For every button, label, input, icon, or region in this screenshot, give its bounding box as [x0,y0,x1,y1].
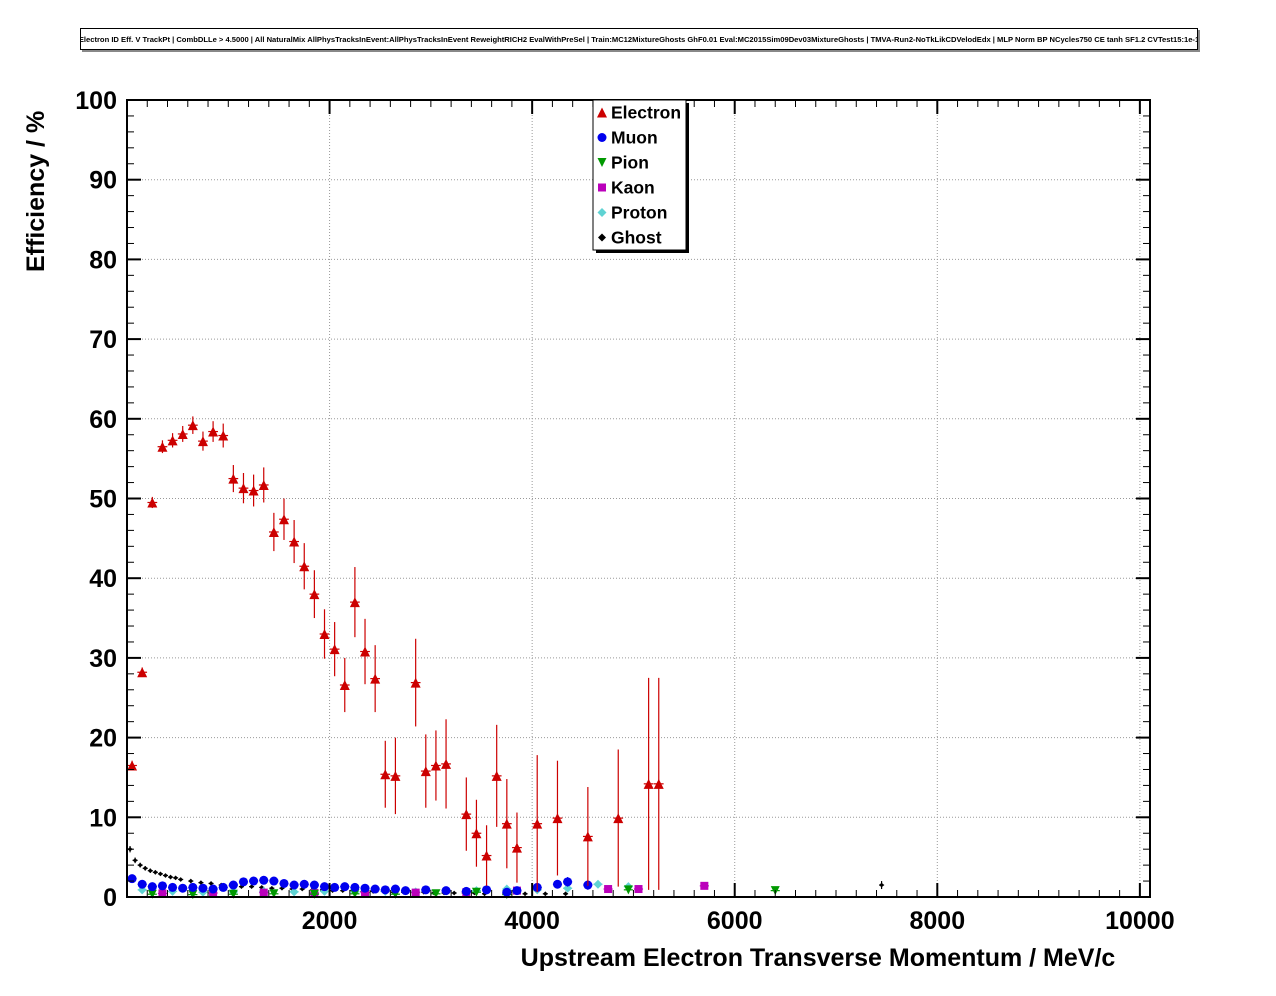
x-tick-label: 2000 [302,907,358,935]
y-axis-title: Efficiency / % [22,111,50,272]
legend-label-proton: Proton [611,203,667,223]
x-tick-label: 4000 [504,907,560,935]
legend-label-electron: Electron [611,103,681,123]
data-series [127,416,885,899]
x-tick-label: 8000 [909,907,965,935]
y-tick-label: 100 [75,87,117,115]
gridlines [127,99,1150,897]
y-tick-label: 70 [89,326,117,354]
x-tick-label: 6000 [707,907,763,935]
series-muon [127,874,593,897]
series-electron [127,416,664,893]
plot-title-pad: Upstream Electron ID Eff. V TrackPt | Co… [80,28,1198,50]
plot-title: Upstream Electron ID Eff. V TrackPt | Co… [80,34,1198,44]
y-tick-label: 60 [89,406,117,434]
x-tick-label: 10000 [1105,907,1175,935]
y-tick-label: 90 [89,167,117,195]
axis-tick-labels: 0 10 20 30 40 50 60 70 80 90 100 2000 4000 6000 8000 10… [75,87,1174,935]
y-tick-label: 10 [89,804,117,832]
y-tick-label: 20 [89,725,117,753]
legend-label-pion: Pion [611,153,649,173]
legend: Electron Muon Pion Kaon Proton Ghost [592,99,689,253]
y-tick-label: 30 [89,645,117,673]
y-tick-label: 40 [89,565,117,593]
x-axis-title: Upstream Electron Transverse Momentum / … [521,944,1116,972]
y-tick-label: 50 [89,486,117,514]
legend-label-kaon: Kaon [611,178,655,198]
y-tick-label: 0 [103,884,117,912]
axis-ticks [127,99,1150,898]
legend-label-ghost: Ghost [611,228,662,248]
y-tick-label: 80 [89,246,117,274]
legend-label-muon: Muon [611,128,658,148]
